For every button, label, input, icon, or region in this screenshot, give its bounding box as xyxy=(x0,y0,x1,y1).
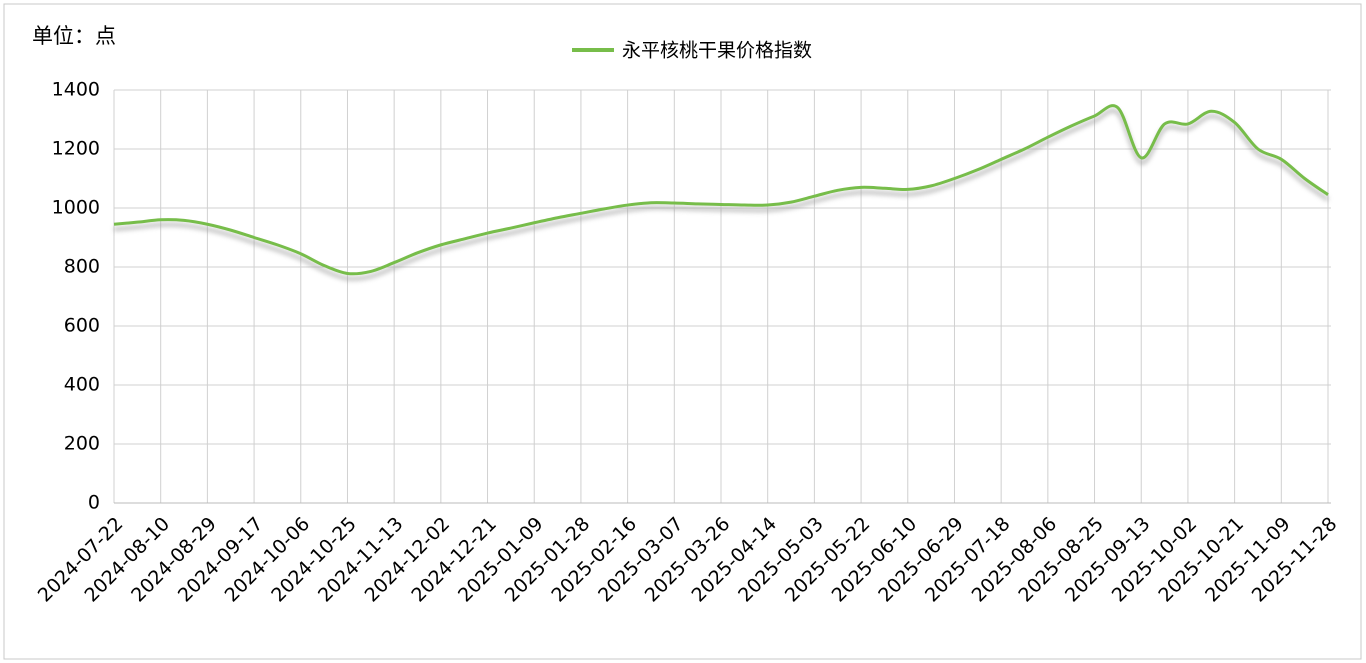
y-tick-label: 1000 xyxy=(52,197,100,219)
y-tick-label: 0 xyxy=(88,492,100,514)
unit-label: 单位：点 xyxy=(32,24,116,48)
line xyxy=(113,104,1329,276)
y-tick-label: 1200 xyxy=(52,138,100,160)
y-tick-label: 1400 xyxy=(52,79,100,101)
y-tick-label: 400 xyxy=(64,374,100,396)
y-tick-label: 600 xyxy=(64,315,100,337)
legend-label: 永平核桃干果价格指数 xyxy=(622,40,812,62)
line-shadow xyxy=(113,108,1330,281)
y-tick-label: 800 xyxy=(64,256,100,278)
frame xyxy=(3,3,1362,660)
y-tick-label: 200 xyxy=(64,433,100,455)
